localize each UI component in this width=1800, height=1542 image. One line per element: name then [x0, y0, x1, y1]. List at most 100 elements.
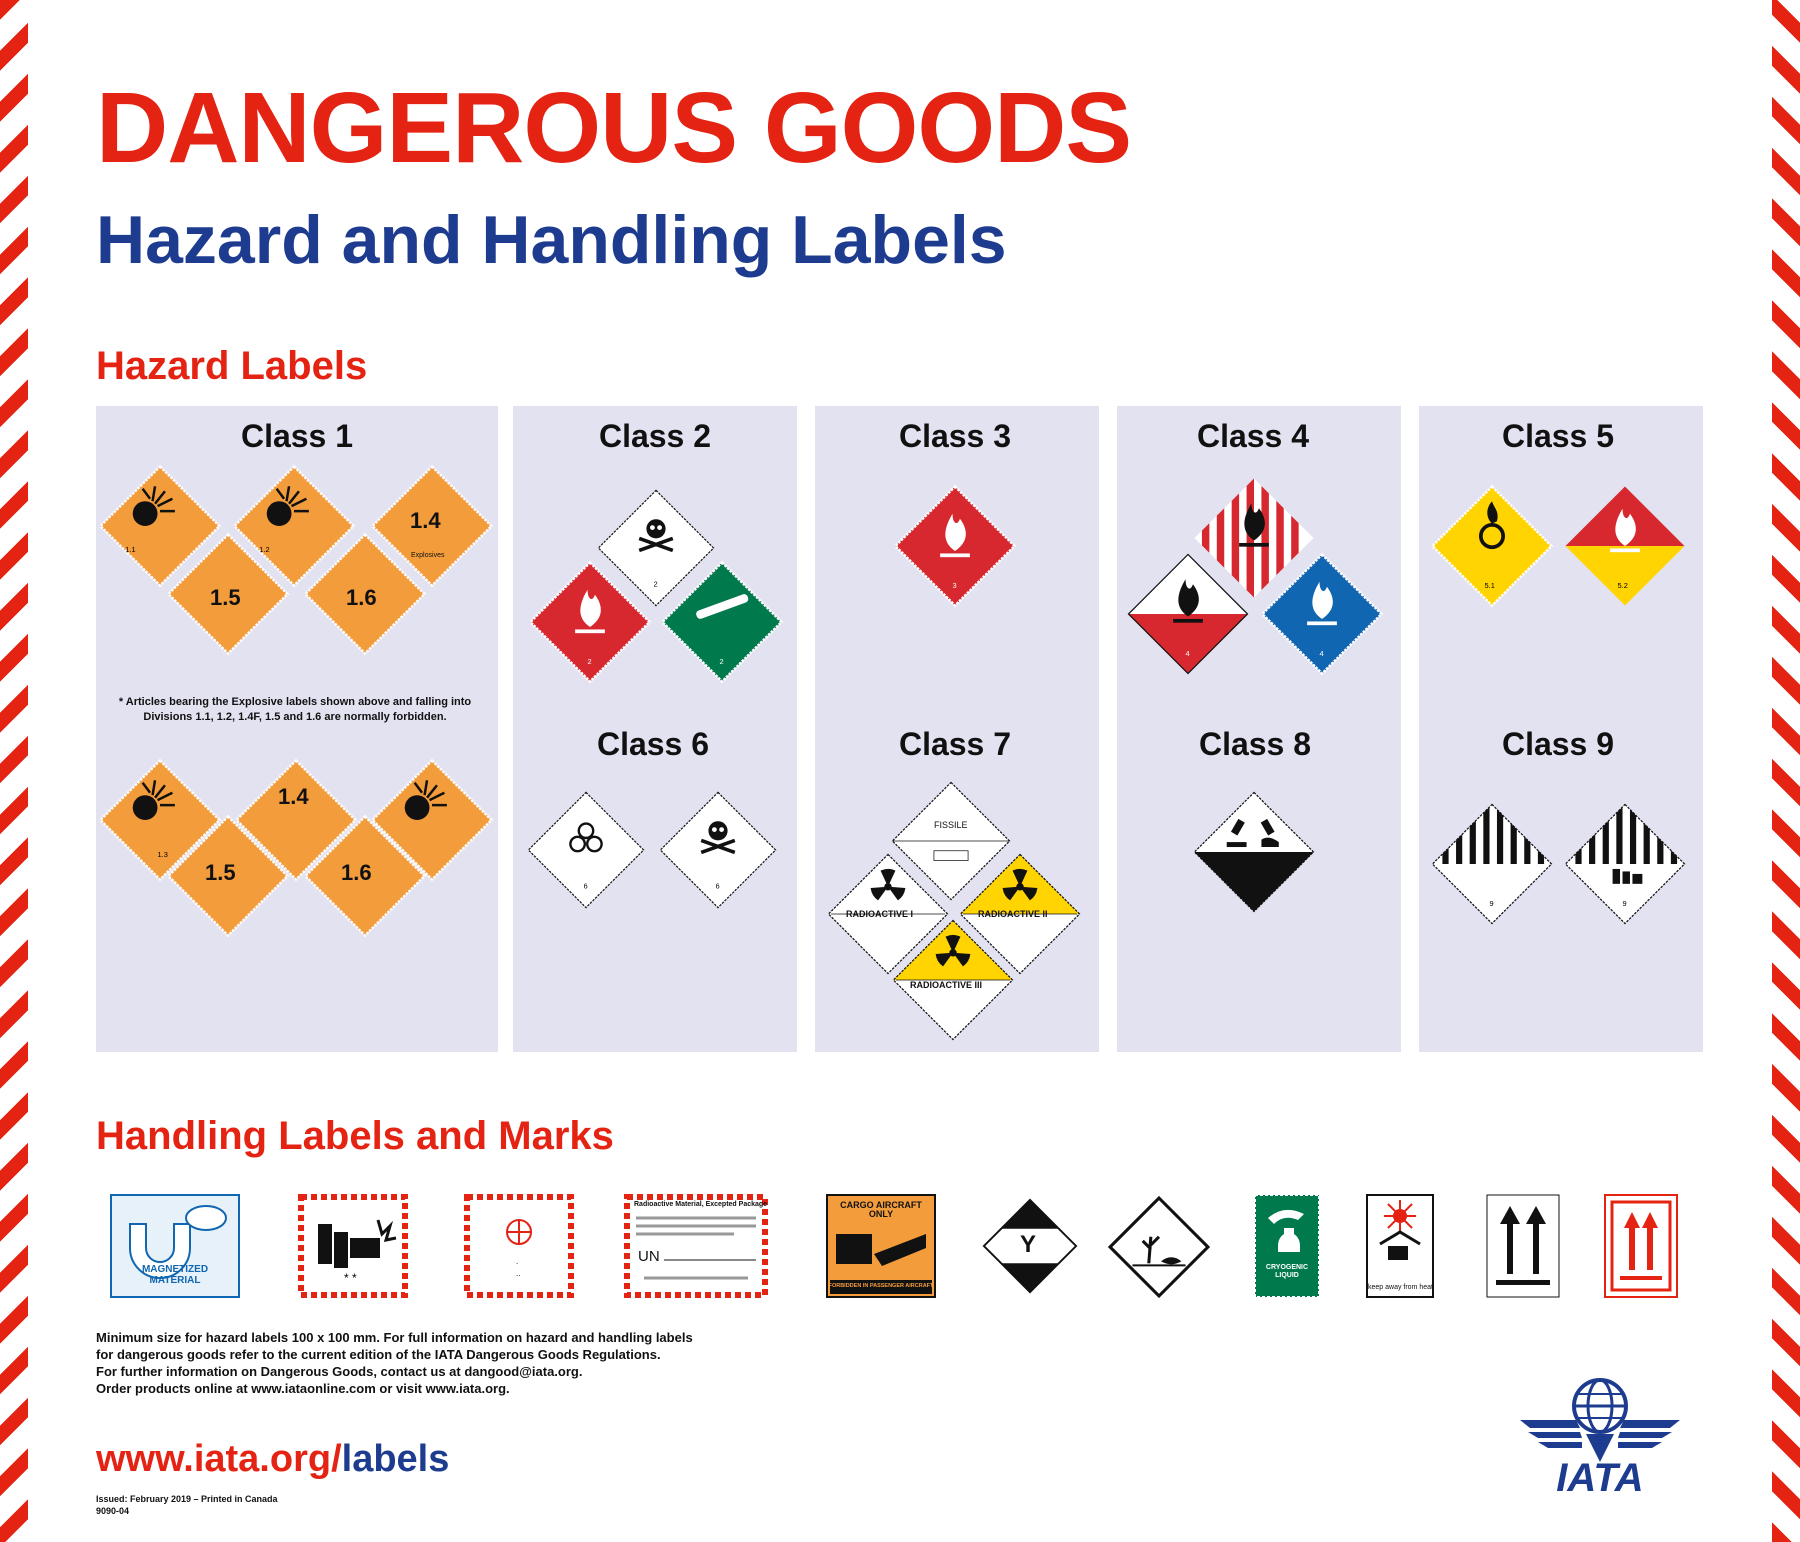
- class2-title: Class 2: [598, 418, 712, 454]
- explosive-1-4-lower-number: 1.4: [278, 784, 309, 809]
- lithium-battery-handling-label: * *: [298, 1194, 408, 1298]
- corrosive-label: [1192, 790, 1316, 914]
- limited-quantity-y: Y: [1020, 1231, 1037, 1258]
- url-prefix: www.iata.org/: [96, 1438, 342, 1480]
- svg-text:2: 2: [720, 657, 724, 666]
- class4-title: Class 4: [1196, 418, 1310, 454]
- url-suffix: labels: [341, 1438, 450, 1480]
- footer-line: Order products online at www.iataonline.…: [96, 1380, 510, 1396]
- right-hazard-stripe: [1772, 0, 1800, 1542]
- svg-text:* *: * *: [344, 1271, 357, 1285]
- class1-forbidden-note: * Articles bearing the Explosive labels …: [118, 696, 472, 723]
- lithium-battery-label: 9: [1563, 802, 1687, 926]
- spontaneously-combustible-label: 4: [1126, 552, 1250, 676]
- fissile-text: FISSILE: [934, 820, 968, 830]
- organic-peroxide-label: 5.2: [1563, 484, 1687, 608]
- handling-labels-heading: Handling Labels and Marks: [96, 1114, 614, 1158]
- svg-text:6: 6: [716, 881, 720, 890]
- labels-url-link[interactable]: www.iata.org/labels: [96, 1440, 449, 1478]
- svg-text:1.1: 1.1: [125, 545, 135, 554]
- radioactive-i-text: RADIOACTIVE I: [846, 909, 914, 919]
- orientation-arrows-black-label: [1486, 1194, 1560, 1298]
- explosive-1-4-label: [370, 464, 494, 588]
- explosive-1-6-number: 1.6: [346, 585, 377, 610]
- explosive-1-6-lower-number: 1.6: [341, 860, 372, 885]
- issued-line: Issued: February 2019 – Printed in Canad…: [96, 1494, 278, 1504]
- class8-title: Class 8: [1198, 726, 1312, 762]
- class9-title: Class 9: [1501, 726, 1615, 762]
- toxic-gas-label: 2: [596, 488, 716, 608]
- explosive-word: Explosives: [411, 552, 445, 559]
- explosive-1-6-label: [303, 532, 427, 656]
- radioactive-excepted-label: [624, 1194, 768, 1298]
- environmentally-hazardous-mark: [1108, 1196, 1210, 1298]
- radioactive-iii-text: RADIOACTIVE III: [910, 980, 983, 990]
- svg-text:1.3: 1.3: [158, 850, 168, 859]
- keep-away-text: keep away from heat: [1368, 1284, 1433, 1291]
- svg-text:9: 9: [1623, 899, 1627, 908]
- keep-away-from-heat-label: [1366, 1194, 1434, 1298]
- footer-info: Minimum size for hazard labels 100 x 100…: [96, 1330, 736, 1398]
- cargo-aircraft-only-label: [826, 1194, 936, 1298]
- explosive-1-5-number: 1.5: [210, 585, 241, 610]
- flammable-gas-label: 2: [528, 560, 652, 684]
- svg-text:5.1: 5.1: [1485, 581, 1495, 590]
- svg-text:..: ..: [516, 1269, 520, 1278]
- class3-title: Class 3: [898, 418, 1012, 454]
- explosive-1-4-lower-label: [234, 758, 358, 882]
- issued-info: Issued: February 2019 – Printed in Canad…: [96, 1494, 278, 1517]
- radioactive-iii-label: [891, 918, 1015, 1042]
- infectious-substance-label: 6: [526, 790, 646, 910]
- explosive-1-1-label: 1.1: [98, 464, 222, 588]
- flammable-liquid-label: 3: [893, 484, 1017, 608]
- iata-logo: IATA: [1520, 1376, 1680, 1500]
- svg-text:9: 9: [1490, 899, 1494, 908]
- page-subtitle: Hazard and Handling Labels: [96, 202, 1007, 278]
- explosive-1-2-label: 1.2: [232, 464, 356, 588]
- un-field-label: UN: [638, 1248, 660, 1265]
- explosive-1-6-lower-label: [303, 814, 427, 938]
- class5-title: Class 5: [1501, 418, 1615, 454]
- flammable-solid-label: [1192, 476, 1316, 600]
- cryogenic-text: CRYOGENIC LIQUID: [1265, 1264, 1309, 1279]
- radioactive-ii-text: RADIOACTIVE II: [978, 909, 1048, 919]
- radioactive-excepted-title: Radioactive Material, Excepted Package: [634, 1201, 768, 1208]
- cargo-aircraft-text: CARGO AIRCRAFT ONLY: [840, 1200, 922, 1220]
- svg-text:1.2: 1.2: [259, 545, 269, 554]
- svg-text:4: 4: [1320, 649, 1324, 658]
- oxidizer-label: 5.1: [1430, 484, 1554, 608]
- radioactive-ii-label: [958, 852, 1082, 976]
- limited-quantity-mark: [982, 1198, 1078, 1294]
- class6-title: Class 6: [596, 726, 710, 762]
- svg-text:2: 2: [588, 657, 592, 666]
- radioactive-i-label: [826, 852, 950, 976]
- explosive-1-3-label: 1.3: [98, 758, 222, 882]
- svg-text:3: 3: [953, 581, 957, 590]
- dangerous-when-wet-label: 4: [1260, 552, 1384, 676]
- footer-line: For further information on Dangerous Goo…: [96, 1363, 583, 1379]
- left-hazard-stripe: [0, 0, 28, 1542]
- hazard-labels-heading: Hazard Labels: [96, 344, 368, 388]
- footer-line: for dangerous goods refer to the current…: [96, 1346, 661, 1362]
- orientation-arrows-red-label: [1604, 1194, 1678, 1298]
- explosive-1-5-label: [166, 532, 290, 656]
- class1-title: Class 1: [240, 418, 354, 454]
- cargo-dg-handling-label: ...: [464, 1194, 574, 1298]
- explosive-1-5-lower-number: 1.5: [205, 860, 236, 885]
- svg-text:2: 2: [654, 579, 658, 588]
- misc-dangerous-goods-label: 9: [1430, 802, 1554, 926]
- toxic-substance-label: 6: [658, 790, 778, 910]
- class7-title: Class 7: [898, 726, 1012, 762]
- cryogenic-liquid-label: [1254, 1194, 1320, 1298]
- svg-text:4: 4: [1186, 649, 1190, 658]
- iata-logo-text: IATA: [1556, 1456, 1644, 1500]
- explosive-1-lower-label: [370, 758, 494, 882]
- svg-text:6: 6: [584, 881, 588, 890]
- cargo-forbidden-text: FORBIDDEN IN PASSENGER AIRCRAFT: [828, 1283, 934, 1289]
- product-code: 9090-04: [96, 1505, 130, 1516]
- svg-text:.: .: [516, 1257, 518, 1266]
- page-title: DANGEROUS GOODS: [96, 72, 1132, 184]
- footer-line: Minimum size for hazard labels 100 x 100…: [96, 1330, 693, 1345]
- explosive-1-4-number: 1.4: [410, 508, 441, 533]
- explosive-1-5-lower-label: [166, 814, 290, 938]
